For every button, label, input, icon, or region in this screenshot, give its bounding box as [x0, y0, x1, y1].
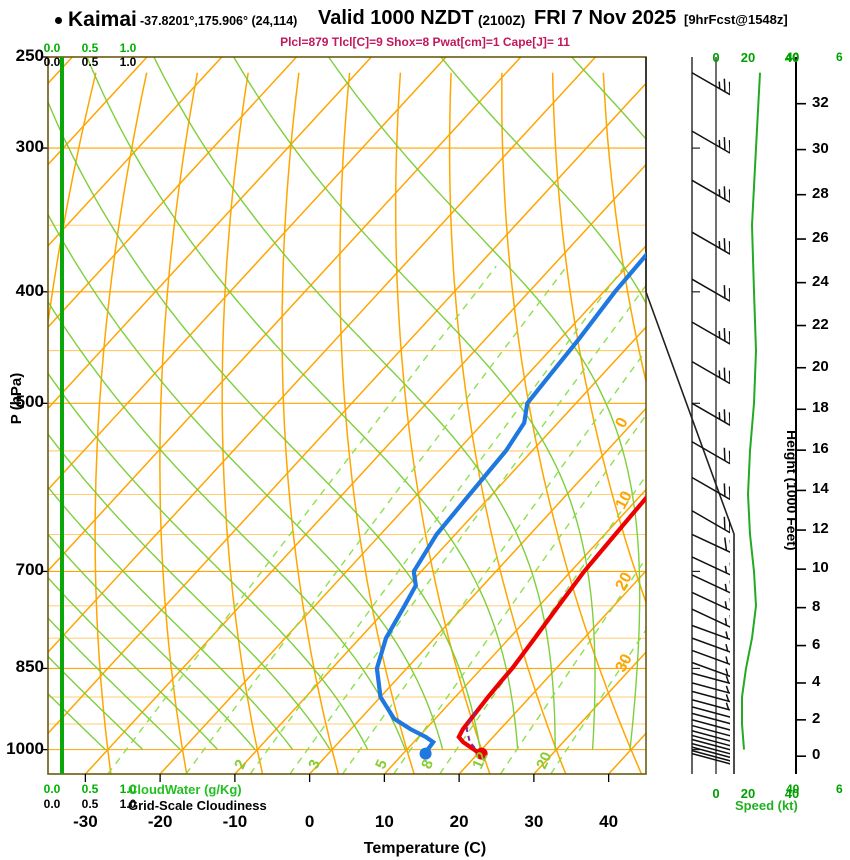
- height-corner-right-bottom: 6: [836, 782, 843, 796]
- cloudwater-tick-bottom-1: 0.5: [81, 782, 99, 796]
- speed-tick-top-20: 20: [740, 50, 756, 65]
- height-corner-left-top: 40: [786, 50, 800, 64]
- mixing-ratio-label-8: 8: [418, 757, 437, 772]
- temperature-tick--30: -30: [73, 812, 98, 831]
- isotherm-label-r20: 20: [613, 570, 636, 594]
- height-tick-14: 14: [812, 480, 829, 498]
- height-tick-26: 26: [812, 229, 829, 247]
- temperature-tick-0: 0: [304, 812, 315, 831]
- temperature-tick-10: 10: [374, 812, 394, 831]
- cloudwater-tick-top-0: 0.0: [43, 41, 61, 55]
- station-name: Kaimai: [68, 8, 137, 31]
- height-tick-0: 0: [812, 746, 821, 764]
- pressure-tick-400: 400: [15, 280, 44, 300]
- height-corner-right-top: 6: [836, 50, 843, 64]
- speed-tick-top-0: 0: [712, 50, 720, 65]
- mixing-ratio-label-5: 5: [372, 757, 391, 772]
- valid-date: FRI 7 Nov 2025: [534, 7, 677, 29]
- speed-tick-bottom-20: 20: [740, 786, 756, 801]
- pressure-tick-700: 700: [15, 560, 44, 580]
- speed-tick-bottom-40: 40: [784, 786, 800, 801]
- height-tick-6: 6: [812, 635, 821, 653]
- header: Kaimai -37.8201°,175.906° (24,114) Valid…: [0, 7, 850, 34]
- height-tick-10: 10: [812, 559, 829, 577]
- cloudwater-tick-top-2: 1.0: [119, 41, 137, 55]
- height-tick-22: 22: [812, 315, 829, 333]
- height-tick-16: 16: [812, 440, 829, 458]
- height-tick-12: 12: [812, 520, 829, 538]
- temperature-tick-30: 30: [524, 812, 544, 831]
- cloudiness-tick-bottom-1: 0.5: [81, 797, 99, 811]
- surface-dewpoint: [419, 747, 432, 760]
- pressure-tick-1000: 1000: [6, 738, 44, 758]
- station-marker-icon: [55, 17, 62, 24]
- wind-speed-profile: [741, 72, 761, 750]
- height-tick-30: 30: [812, 139, 829, 157]
- height-tick-20: 20: [812, 357, 829, 375]
- cloudwater-tick-bottom-2: 1.0: [119, 782, 137, 796]
- plot-frame: [47, 56, 806, 782]
- pressure-axis-label: P (hPa): [8, 372, 26, 425]
- speed-tick-top-40: 40: [784, 50, 800, 65]
- temperature-tick--10: -10: [222, 812, 248, 831]
- sounding-curves: [374, 251, 646, 757]
- isotherm-label-r10: 10: [613, 488, 636, 512]
- pressure-tick-850: 850: [15, 657, 44, 677]
- cloudiness-tick-top-0: 0.0: [43, 55, 61, 69]
- height-tick-8: 8: [812, 597, 821, 615]
- mixing-ratio-label-3: 3: [305, 757, 324, 772]
- cloudiness-tick-top-1: 0.5: [81, 55, 99, 69]
- mixing-ratio-label-20: 20: [533, 749, 555, 771]
- height-tick-4: 4: [812, 672, 821, 690]
- cloudwater-tick-top-1: 0.5: [81, 41, 99, 55]
- pressure-tick-250: 250: [15, 46, 44, 65]
- valid-time-utc: (2100Z): [478, 13, 526, 28]
- cloudiness-tick-bottom-2: 1.0: [119, 797, 137, 811]
- speed-axis-label: Speed (kt): [735, 798, 798, 813]
- station-coordinates: -37.8201°,175.906° (24,114): [140, 14, 298, 28]
- valid-time: Valid 1000 NZDT: [318, 7, 474, 29]
- temperature-tick--20: -20: [147, 812, 173, 831]
- cloudwater-label: CloudWater (g/Kg): [128, 782, 242, 797]
- pressure-tick-300: 300: [15, 137, 44, 157]
- temperature-axis-label: Temperature (C): [363, 840, 487, 857]
- speed-tick-bottom-0: 0: [712, 786, 720, 801]
- height-tick-24: 24: [812, 272, 829, 290]
- forecast-info: [9hrFcst@1548z]: [684, 12, 788, 27]
- mixing-ratio-label-12: 12: [469, 749, 491, 771]
- wind-barbs: [691, 72, 730, 765]
- pressure-tick-500: 500: [15, 392, 44, 412]
- cloudiness-label: Grid-Scale Cloudiness: [128, 798, 267, 813]
- height-tick-32: 32: [812, 93, 829, 111]
- moist-adiabat-lines: [48, 57, 646, 751]
- mixing-ratio-lines: [107, 265, 646, 774]
- temperature-tick-20: 20: [449, 812, 469, 831]
- cloudiness-tick-bottom-0: 0.0: [43, 797, 61, 811]
- mixing-ratio-label-2: 2: [231, 757, 250, 772]
- height-tick-28: 28: [812, 184, 829, 202]
- cloudiness-tick-top-2: 1.0: [119, 55, 137, 69]
- surface-markers: [419, 747, 488, 760]
- height-axis-label: Height (1000 Feet): [784, 430, 800, 551]
- isotherm-lines: [48, 57, 646, 774]
- temperature-tick-40: 40: [599, 812, 619, 831]
- isotherm-label-r30: 30: [613, 651, 636, 675]
- height-tick-2: 2: [812, 709, 821, 727]
- stability-indices: Plcl=879 Tlcl[C]=9 Shox=8 Pwat[cm]=1 Cap…: [280, 35, 570, 49]
- surface-temperature: [475, 747, 488, 760]
- height-corner-left-bottom: 40: [786, 782, 800, 796]
- cloudwater-tick-bottom-0: 0.0: [43, 782, 61, 796]
- height-tick-18: 18: [812, 399, 829, 417]
